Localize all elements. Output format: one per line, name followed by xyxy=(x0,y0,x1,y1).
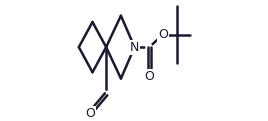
Text: O: O xyxy=(85,107,95,120)
Text: O: O xyxy=(158,28,168,41)
Text: N: N xyxy=(130,41,139,54)
Text: O: O xyxy=(144,71,154,83)
